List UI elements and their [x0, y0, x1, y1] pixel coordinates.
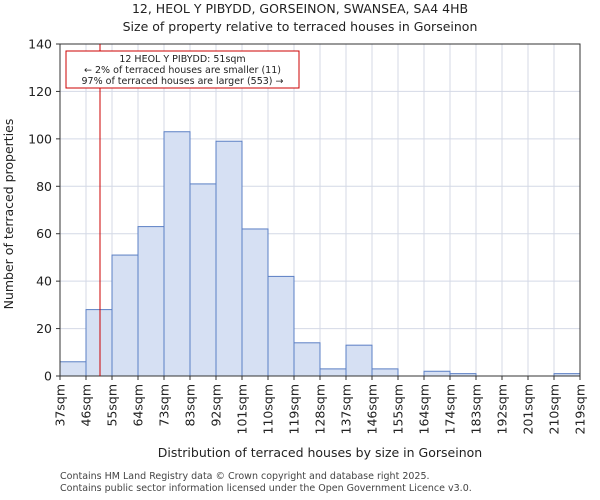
y-tick-label: 20 [36, 321, 52, 336]
x-tick-label: 137sqm [339, 384, 354, 434]
chart-title: 12, HEOL Y PIBYDD, GORSEINON, SWANSEA, S… [131, 1, 469, 16]
annotation-box [65, 50, 300, 89]
x-tick-label: 174sqm [443, 384, 458, 434]
x-axis: 37sqm 46sqm 55sqm 64sqm 73sqm 83sqm 92sqm 101sq… [53, 376, 588, 434]
y-axis: 0 20 40 60 80 100 120 140 [28, 37, 60, 384]
bar [85, 309, 113, 377]
x-tick-label: 192sqm [495, 384, 510, 434]
x-tick-label: 101sqm [235, 384, 250, 434]
x-tick-label: 183sqm [469, 384, 484, 434]
chart-subtitle: Size of property relative to terraced ho… [122, 19, 478, 34]
bar [371, 368, 399, 377]
footer-line-1: Contains HM Land Registry data © Crown c… [60, 471, 430, 482]
y-tick-label: 80 [36, 179, 52, 194]
bars [59, 131, 581, 377]
x-axis-label: Distribution of terraced houses by size … [158, 445, 482, 460]
x-tick-label: 155sqm [391, 384, 406, 434]
y-tick-label: 40 [36, 274, 52, 289]
y-tick-label: 0 [44, 369, 52, 384]
x-tick-label: 146sqm [365, 384, 380, 434]
bar [163, 131, 191, 377]
bar [319, 368, 347, 377]
y-tick-label: 100 [28, 131, 52, 146]
bar [267, 275, 295, 377]
annotation-line-3: 97% of terraced houses are larger (553) … [82, 76, 284, 87]
x-tick-label: 73sqm [157, 384, 172, 427]
x-tick-label: 37sqm [53, 384, 68, 427]
x-tick-label: 83sqm [183, 384, 198, 427]
x-tick-label: 210sqm [547, 384, 562, 434]
x-tick-label: 219sqm [573, 384, 588, 434]
x-tick-label: 64sqm [131, 384, 146, 427]
annotation-line-2: ← 2% of terraced houses are smaller (11) [84, 65, 281, 76]
x-tick-label: 92sqm [209, 384, 224, 427]
x-tick-label: 201sqm [521, 384, 536, 434]
bar [111, 254, 139, 377]
y-tick-label: 60 [36, 226, 52, 241]
y-tick-label: 140 [28, 37, 52, 52]
bar [137, 226, 165, 377]
bar [345, 344, 373, 377]
bar [215, 140, 243, 377]
x-tick-label: 128sqm [313, 384, 328, 434]
footer-line-2: Contains public sector information licen… [60, 483, 472, 494]
x-tick-label: 55sqm [105, 384, 120, 427]
bar [189, 183, 217, 377]
x-tick-label: 110sqm [261, 384, 276, 434]
bar [59, 361, 87, 377]
bar [423, 370, 451, 377]
y-axis-label: Number of terraced properties [1, 119, 16, 310]
x-tick-label: 164sqm [417, 384, 432, 434]
bar [293, 342, 321, 377]
x-tick-label: 119sqm [287, 384, 302, 434]
x-tick-label: 46sqm [79, 384, 94, 427]
marker-annotation: 12 HEOL Y PIBYDD: 51sqm ← 2% of terraced… [65, 50, 300, 89]
bar [241, 228, 269, 377]
y-tick-label: 120 [28, 84, 52, 99]
annotation-line-1: 12 HEOL Y PIBYDD: 51sqm [119, 54, 245, 65]
